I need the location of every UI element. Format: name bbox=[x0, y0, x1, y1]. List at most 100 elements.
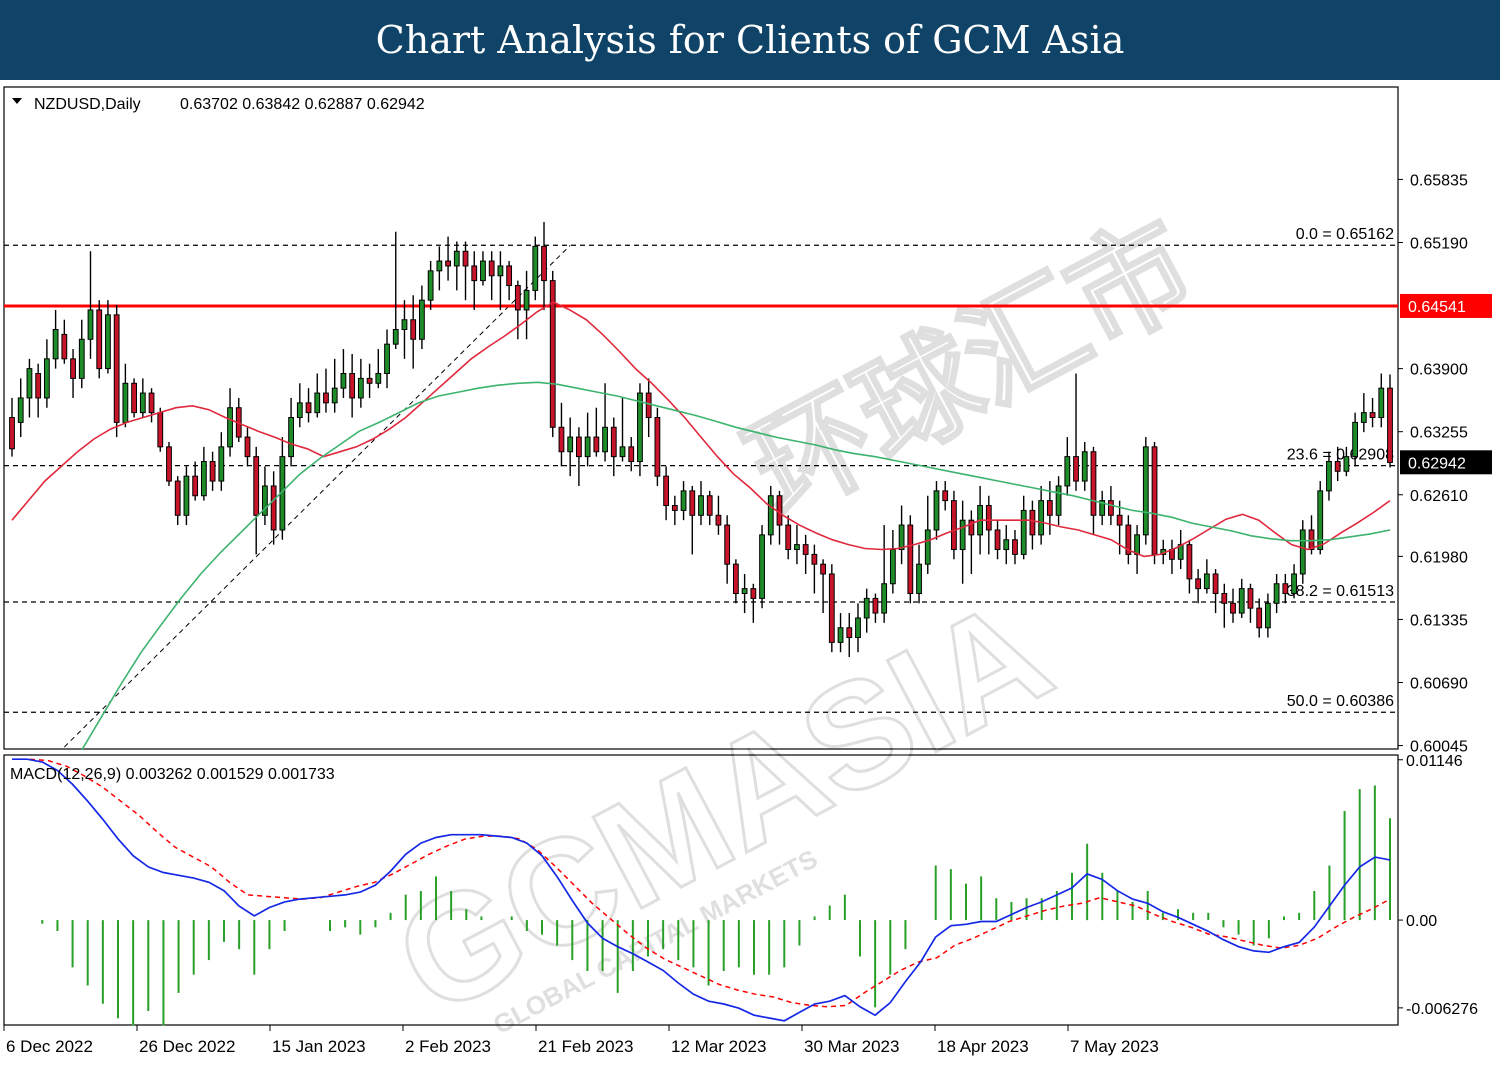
candle-body bbox=[602, 426, 608, 453]
candle-body bbox=[157, 412, 164, 448]
candle bbox=[1273, 573, 1280, 614]
candle-body bbox=[1247, 588, 1254, 609]
candlesticks bbox=[9, 221, 1393, 658]
candle bbox=[872, 593, 879, 623]
candle-body bbox=[523, 289, 530, 311]
x-tick-label: 6 Dec 2022 bbox=[6, 1037, 93, 1056]
candle-body bbox=[305, 402, 312, 414]
candle-body bbox=[262, 485, 268, 516]
candle-body bbox=[26, 368, 33, 399]
candle-body bbox=[1265, 602, 1271, 629]
dropdown-triangle-icon bbox=[12, 98, 22, 104]
macd-panel bbox=[12, 758, 1391, 1026]
price-tick-label: 0.61335 bbox=[1410, 612, 1468, 629]
candle-body bbox=[1299, 529, 1306, 575]
candle bbox=[384, 329, 390, 389]
candle bbox=[139, 378, 146, 418]
moving-averages bbox=[11, 301, 1391, 751]
macd-tick-label: -0.006276 bbox=[1406, 1001, 1478, 1018]
candle-body bbox=[732, 563, 739, 595]
candle bbox=[96, 300, 103, 379]
candle-body bbox=[1308, 529, 1315, 551]
x-tick-label: 18 Apr 2023 bbox=[937, 1037, 1029, 1056]
candle bbox=[1020, 495, 1027, 560]
macd-header: MACD(12,26,9) 0.003262 0.001529 0.001733 bbox=[10, 766, 335, 783]
candle-body bbox=[889, 549, 896, 585]
candle bbox=[427, 261, 434, 310]
fib-level-label: 38.2 = 0.61513 bbox=[1287, 583, 1394, 600]
price-tick-label: 0.65835 bbox=[1410, 172, 1468, 189]
candle-body bbox=[741, 588, 748, 595]
candle-body bbox=[1125, 524, 1132, 555]
candle bbox=[1299, 520, 1306, 584]
candle-body bbox=[846, 627, 853, 639]
x-tick-label: 21 Feb 2023 bbox=[538, 1037, 633, 1056]
x-tick-label: 15 Jan 2023 bbox=[272, 1037, 366, 1056]
candle-body bbox=[1238, 588, 1245, 614]
candle bbox=[375, 349, 382, 389]
candle bbox=[288, 397, 294, 467]
candle-body bbox=[933, 490, 940, 531]
candle bbox=[35, 363, 42, 418]
candle-body bbox=[619, 446, 626, 458]
candle bbox=[1012, 529, 1018, 565]
candle bbox=[183, 466, 190, 526]
candle bbox=[1265, 593, 1271, 638]
candle-body bbox=[828, 573, 835, 643]
candle bbox=[637, 383, 643, 477]
candle-body bbox=[1378, 387, 1385, 419]
candle-body bbox=[1282, 583, 1289, 595]
candle bbox=[820, 559, 826, 614]
candle bbox=[192, 461, 199, 501]
candle-body bbox=[1073, 456, 1079, 482]
candle bbox=[610, 417, 617, 477]
candle bbox=[410, 295, 417, 369]
candle-body bbox=[532, 245, 539, 291]
candle bbox=[1090, 446, 1097, 535]
candle-body bbox=[1151, 446, 1158, 555]
candle-body bbox=[105, 314, 111, 370]
candle bbox=[401, 300, 408, 359]
candle-body bbox=[401, 319, 408, 331]
candle-body bbox=[785, 524, 792, 551]
candle-body bbox=[671, 505, 678, 511]
candle bbox=[1142, 437, 1149, 545]
candle bbox=[628, 437, 635, 472]
candle bbox=[689, 485, 696, 555]
candle-body bbox=[916, 563, 922, 595]
candle bbox=[1151, 441, 1158, 565]
candle bbox=[1247, 583, 1254, 623]
candle bbox=[863, 588, 870, 633]
candle-body bbox=[357, 377, 364, 399]
candle bbox=[724, 515, 731, 584]
candle bbox=[785, 515, 792, 560]
candle bbox=[436, 246, 443, 291]
candle bbox=[1064, 437, 1071, 496]
candle-body bbox=[488, 260, 495, 277]
current-price-label: 0.62942 bbox=[1408, 455, 1466, 472]
axes: 0.65835 0.65190 0.63900 0.63255 0.62610 0.619… bbox=[3, 172, 1492, 1056]
candle-body bbox=[1221, 593, 1228, 604]
candle-body bbox=[209, 461, 216, 482]
candle-body bbox=[610, 426, 617, 458]
banner-title: Chart Analysis for Clients of GCM Asia bbox=[375, 18, 1125, 62]
candle-body bbox=[166, 446, 172, 482]
candle bbox=[1073, 373, 1079, 491]
candle bbox=[148, 388, 155, 423]
candle bbox=[253, 446, 260, 555]
candle-body bbox=[1343, 456, 1350, 472]
candle bbox=[105, 300, 111, 374]
candle bbox=[1230, 588, 1236, 623]
candle bbox=[837, 613, 844, 653]
candle bbox=[174, 476, 181, 526]
candle bbox=[480, 251, 486, 286]
candle bbox=[218, 432, 225, 491]
candle bbox=[619, 397, 626, 462]
candle bbox=[87, 251, 94, 359]
candle-body bbox=[1256, 607, 1263, 629]
candle-body bbox=[654, 417, 661, 477]
candle bbox=[549, 270, 556, 438]
candle-body bbox=[366, 377, 373, 384]
candle bbox=[357, 358, 364, 408]
candle-body bbox=[192, 475, 199, 497]
